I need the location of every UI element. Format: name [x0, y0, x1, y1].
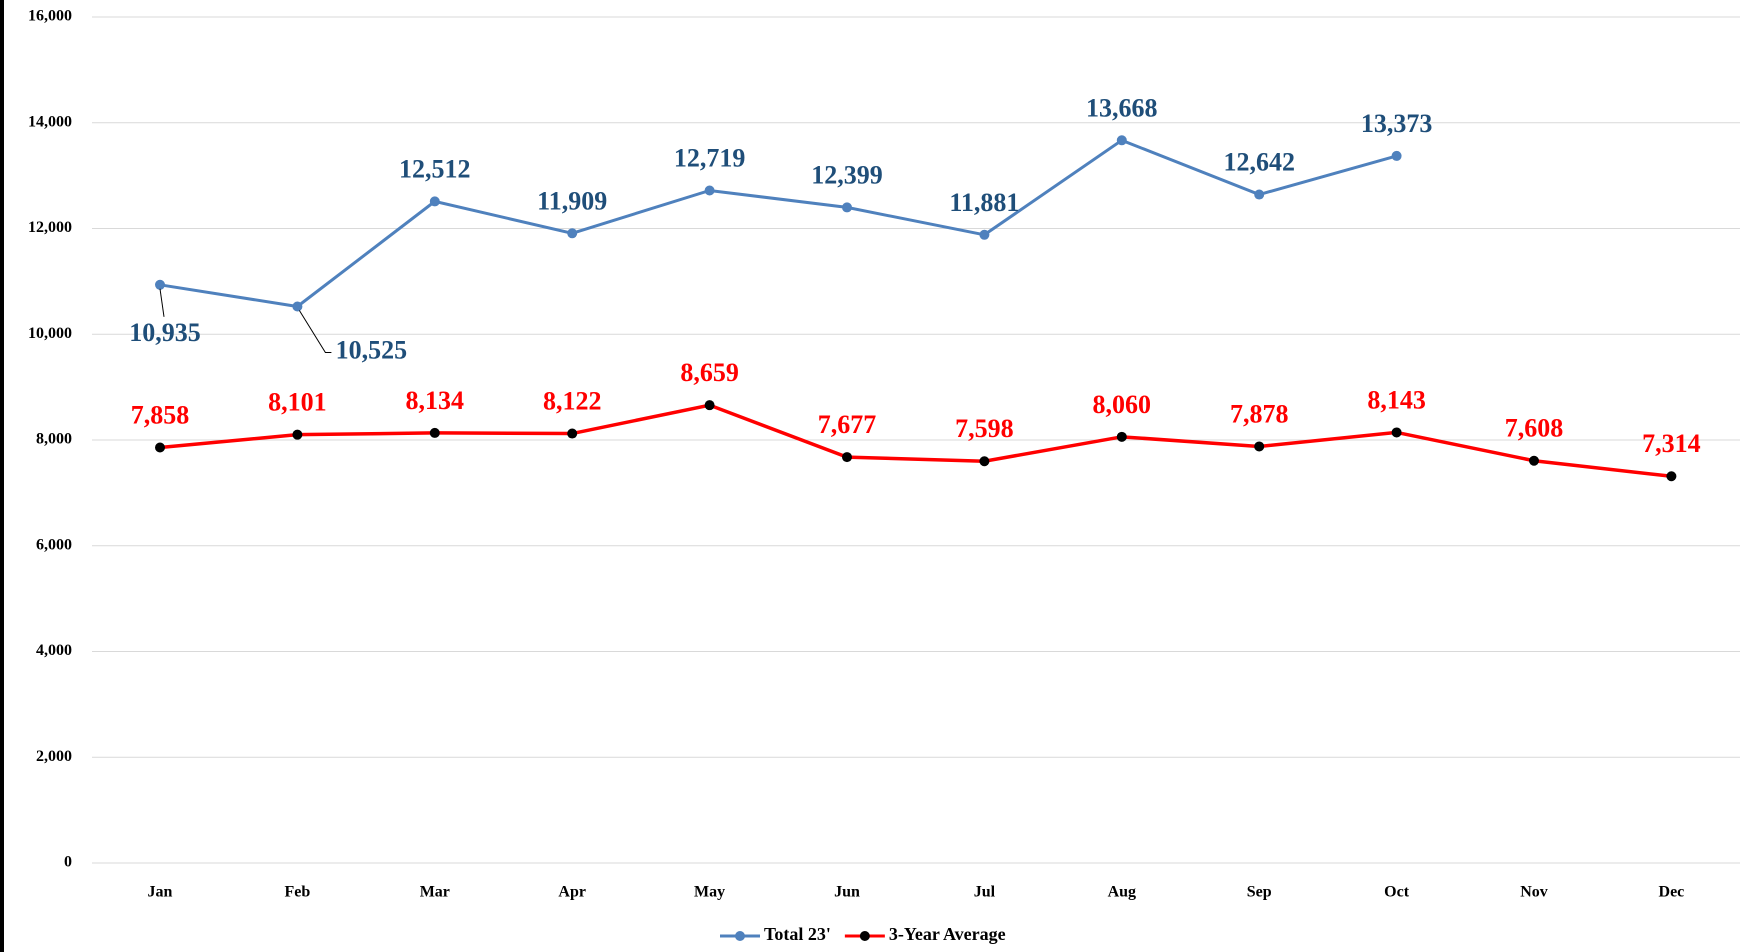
- data-label: 12,719: [674, 143, 746, 172]
- y-tick-label: 4,000: [36, 642, 72, 659]
- marker: [1116, 135, 1127, 146]
- y-tick-label: 12,000: [28, 219, 72, 236]
- x-tick-label: Dec: [1659, 884, 1685, 901]
- marker: [567, 428, 578, 439]
- data-label: 7,608: [1505, 414, 1564, 443]
- data-label: 10,935: [129, 318, 201, 347]
- x-tick-label: Mar: [420, 884, 450, 901]
- legend-marker: [859, 931, 870, 941]
- marker: [567, 228, 578, 239]
- marker: [155, 442, 165, 453]
- marker: [1391, 427, 1402, 438]
- data-label: 11,909: [537, 186, 607, 215]
- data-label: 11,881: [949, 188, 1019, 217]
- y-tick-label: 10,000: [28, 325, 72, 342]
- y-tick-label: 8,000: [36, 431, 72, 448]
- marker: [155, 279, 165, 290]
- legend-label: Total 23': [764, 924, 831, 944]
- legend-label: 3-Year Average: [889, 924, 1006, 944]
- data-label: 7,598: [955, 414, 1014, 443]
- y-tick-label: 16,000: [28, 8, 72, 25]
- marker: [1391, 150, 1402, 161]
- data-label: 7,858: [131, 400, 190, 429]
- data-label: 8,060: [1093, 390, 1152, 419]
- x-tick-label: May: [694, 884, 725, 901]
- marker: [704, 185, 715, 196]
- marker: [1529, 455, 1539, 466]
- data-label: 8,143: [1367, 385, 1426, 414]
- x-tick-label: Feb: [285, 884, 311, 901]
- series-line: [159, 138, 1398, 309]
- marker: [704, 400, 715, 411]
- left-border: [0, 0, 4, 952]
- series-line: [159, 403, 1672, 479]
- data-label: 12,512: [399, 154, 471, 183]
- marker: [979, 456, 990, 467]
- x-tick-label: Aug: [1108, 884, 1136, 901]
- x-tick-label: Jul: [974, 884, 996, 901]
- data-label: 8,122: [543, 387, 602, 416]
- marker: [1254, 189, 1265, 200]
- y-tick-label: 2,000: [36, 748, 72, 765]
- x-tick-label: Jun: [834, 884, 860, 901]
- data-label: 12,399: [811, 160, 883, 189]
- marker: [1116, 431, 1127, 442]
- marker: [842, 202, 852, 213]
- x-tick-label: Nov: [1520, 884, 1548, 901]
- x-tick-label: Sep: [1247, 884, 1272, 901]
- marker: [1254, 441, 1265, 452]
- y-tick-label: 0: [64, 854, 72, 871]
- y-tick-label: 14,000: [28, 113, 72, 130]
- data-label: 8,134: [406, 386, 465, 415]
- leader-line: [159, 288, 165, 317]
- data-label: 8,659: [680, 358, 739, 387]
- marker: [292, 429, 303, 440]
- marker: [1666, 471, 1677, 482]
- x-tick-label: Oct: [1384, 884, 1410, 901]
- marker: [842, 452, 852, 463]
- data-label: 7,314: [1642, 429, 1701, 458]
- marker: [979, 229, 990, 240]
- data-label: 13,668: [1086, 93, 1158, 122]
- marker: [292, 301, 303, 312]
- data-label: 8,101: [268, 388, 327, 417]
- marker: [429, 427, 440, 438]
- legend-marker: [735, 931, 745, 941]
- data-label: 7,677: [818, 410, 877, 439]
- data-label: 10,525: [336, 335, 408, 364]
- data-label: 7,878: [1230, 399, 1289, 428]
- leader-line: [298, 310, 332, 353]
- x-tick-label: Jan: [148, 884, 173, 901]
- marker: [429, 196, 440, 207]
- data-label: 13,373: [1361, 109, 1433, 138]
- y-tick-label: 6,000: [36, 536, 72, 553]
- data-label: 12,642: [1223, 148, 1295, 177]
- x-tick-label: Apr: [558, 884, 586, 901]
